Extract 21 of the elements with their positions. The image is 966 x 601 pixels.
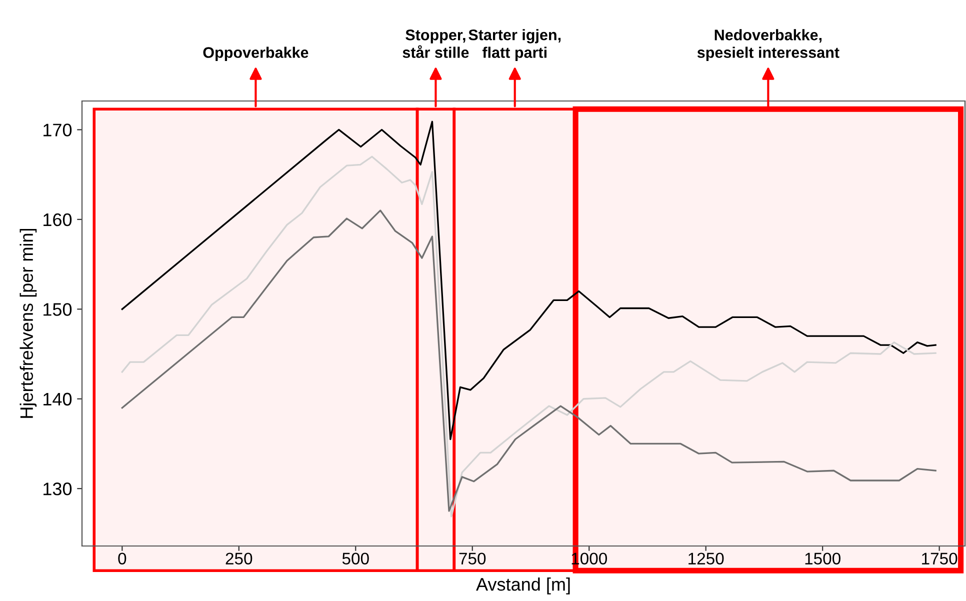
y-axis-title: Hjertefrekvens [per min]: [20, 228, 37, 418]
line-series: [121, 156, 936, 518]
x-tick-label: 500: [342, 552, 369, 564]
band-label: Stopper, står stille: [402, 30, 469, 58]
x-tick-label: 1250: [688, 552, 724, 564]
band-label: Nedoverbakke, spesielt interessant: [697, 29, 840, 61]
y-tick-label: 140: [44, 392, 72, 406]
y-tick-label: 150: [44, 303, 72, 316]
band-label: Starter igjen, flatt parti: [468, 29, 561, 61]
y-tick-label: 130: [44, 482, 72, 496]
line-series: [121, 210, 936, 512]
x-tick-label: 250: [226, 552, 252, 564]
x-tick-label: 1500: [805, 552, 840, 564]
y-tick-label: 170: [44, 124, 72, 136]
x-tick-label: 0: [118, 552, 126, 564]
band-label: Oppoverbakke: [203, 46, 308, 61]
x-tick-label: 1750: [922, 552, 958, 564]
x-axis-title: Avstand [m]: [476, 578, 570, 594]
x-tick-label: 750: [459, 552, 486, 564]
y-tick-label: 160: [44, 213, 72, 226]
line-series: [121, 120, 936, 440]
